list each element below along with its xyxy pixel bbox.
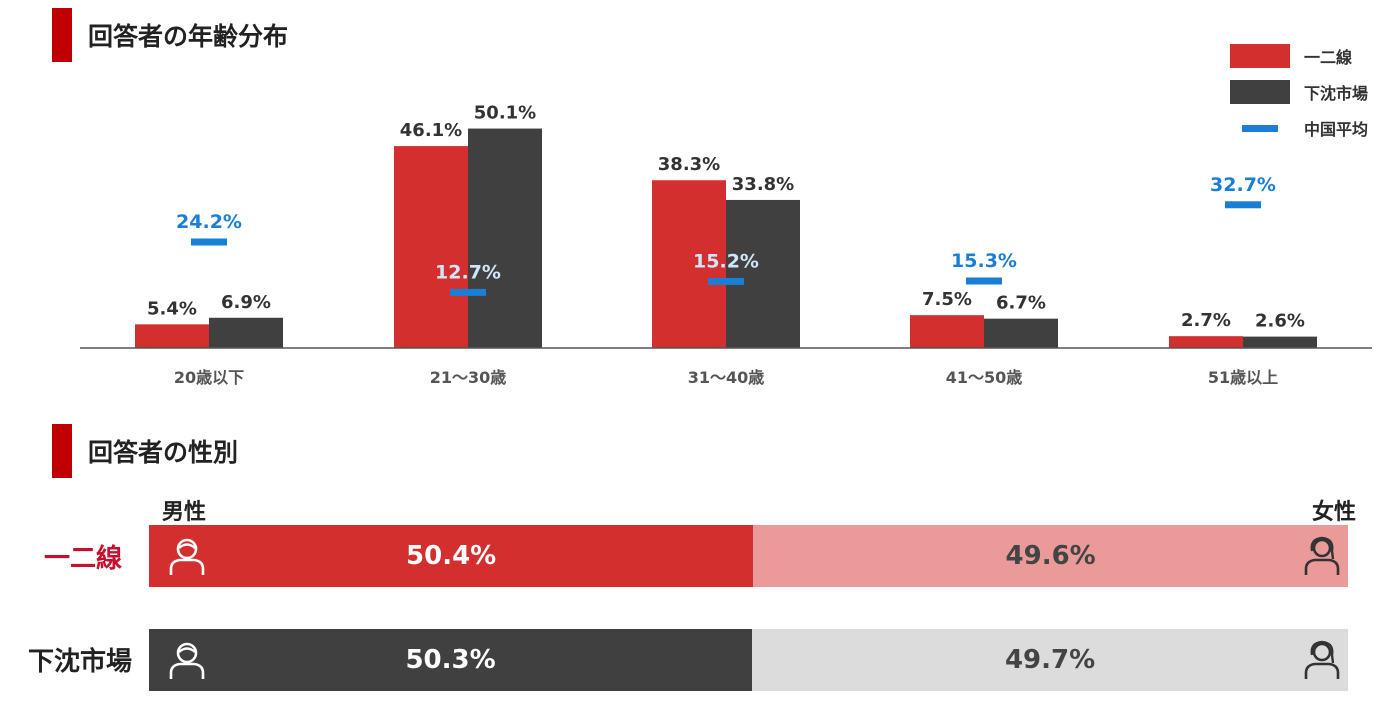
bar-tier12	[135, 324, 209, 348]
bar-value-label: 6.7%	[996, 293, 1046, 314]
china-average-marker	[1225, 201, 1261, 209]
bar-lower-tier	[1243, 336, 1317, 348]
bar-lower-tier	[468, 128, 542, 348]
female-person-icon	[1304, 536, 1340, 575]
bar-lower-tier	[984, 318, 1058, 348]
china-average-label: 15.2%	[693, 250, 759, 272]
legend-item-china-average: 中国平均	[1230, 110, 1368, 146]
gender-male-value: 50.3%	[405, 645, 496, 675]
china-average-marker	[191, 238, 227, 246]
x-tick-label: 51歳以上	[1208, 368, 1278, 387]
legend-label-lower-tier: 下沈市場	[1304, 84, 1369, 103]
gender-bar-male-segment: 50.4%	[149, 525, 754, 587]
bar-value-label: 7.5%	[922, 289, 972, 310]
legend-item-tier12: 一二線	[1230, 38, 1368, 74]
male-column-label: 男性	[162, 500, 207, 525]
china-average-marker	[450, 288, 486, 296]
age-distribution-chart: 5.4% 6.9% 24.2% 20歳以下 46.1% 50.1% 12.7% 21〜30歳 3…	[80, 103, 1372, 387]
gender-bar-tier12: 50.4% 49.6%	[149, 525, 1348, 587]
china-average-label: 24.2%	[176, 211, 242, 233]
gender-section-title-text: 回答者の性別	[88, 438, 239, 467]
bar-value-label: 38.3%	[658, 154, 720, 175]
china-average-label: 32.7%	[1210, 174, 1276, 196]
gender-bar-male-segment: 50.3%	[149, 629, 753, 691]
china-average-label: 15.3%	[951, 250, 1017, 272]
x-tick-label: 20歳以下	[174, 368, 244, 387]
bar-value-label: 50.1%	[474, 103, 536, 124]
legend-label-tier12: 一二線	[1304, 48, 1353, 67]
legend-label-china-average: 中国平均	[1304, 120, 1369, 139]
female-person-icon	[1304, 640, 1340, 679]
bar-lower-tier	[209, 317, 283, 348]
female-column-label: 女性	[1312, 500, 1357, 525]
bar-tier12	[652, 180, 726, 348]
bar-value-label: 5.4%	[147, 298, 197, 319]
title-accent-bar	[52, 424, 72, 478]
male-person-icon	[169, 538, 205, 575]
gender-section-title: 回答者の性別	[52, 424, 238, 478]
gender-row-label-lower-tier: 下沈市場	[27, 647, 132, 677]
bar-value-label: 6.9%	[221, 292, 271, 313]
china-average-marker	[708, 277, 744, 285]
legend-swatch-china-average	[1242, 124, 1278, 132]
x-tick-label: 31〜40歳	[688, 368, 765, 387]
legend-item-lower-tier: 下沈市場	[1230, 74, 1368, 110]
bar-value-label: 46.1%	[400, 120, 462, 141]
gender-male-value: 50.4%	[406, 541, 497, 571]
bar-value-label: 33.8%	[732, 174, 794, 195]
male-person-icon	[169, 642, 205, 679]
gender-female-value: 49.6%	[1005, 541, 1096, 571]
title-accent-bar	[52, 8, 72, 62]
bar-value-label: 2.7%	[1181, 310, 1231, 331]
x-tick-label: 41〜50歳	[946, 368, 1023, 387]
gender-female-value: 49.7%	[1004, 645, 1096, 675]
chart-legend: 一二線 下沈市場 中国平均	[1230, 38, 1368, 146]
gender-row-label-tier12: 一二線	[43, 544, 122, 574]
x-tick-label: 21〜30歳	[430, 368, 507, 387]
legend-swatch-lower-tier	[1230, 80, 1290, 104]
legend-swatch-tier12	[1230, 44, 1290, 68]
age-section-title: 回答者の年齢分布	[52, 8, 288, 62]
china-average-label: 12.7%	[435, 261, 501, 283]
china-average-marker	[966, 277, 1002, 285]
bar-tier12	[1169, 336, 1243, 348]
gender-bar-female-segment: 49.7%	[752, 629, 1348, 691]
bar-value-label: 2.6%	[1255, 311, 1305, 332]
gender-bar-female-segment: 49.6%	[753, 525, 1348, 587]
age-section-title-text: 回答者の年齢分布	[88, 22, 289, 51]
gender-bar-lower-tier: 50.3% 49.7%	[149, 629, 1348, 691]
bar-tier12	[394, 146, 468, 348]
bar-tier12	[910, 315, 984, 348]
bar-lower-tier	[726, 199, 800, 348]
